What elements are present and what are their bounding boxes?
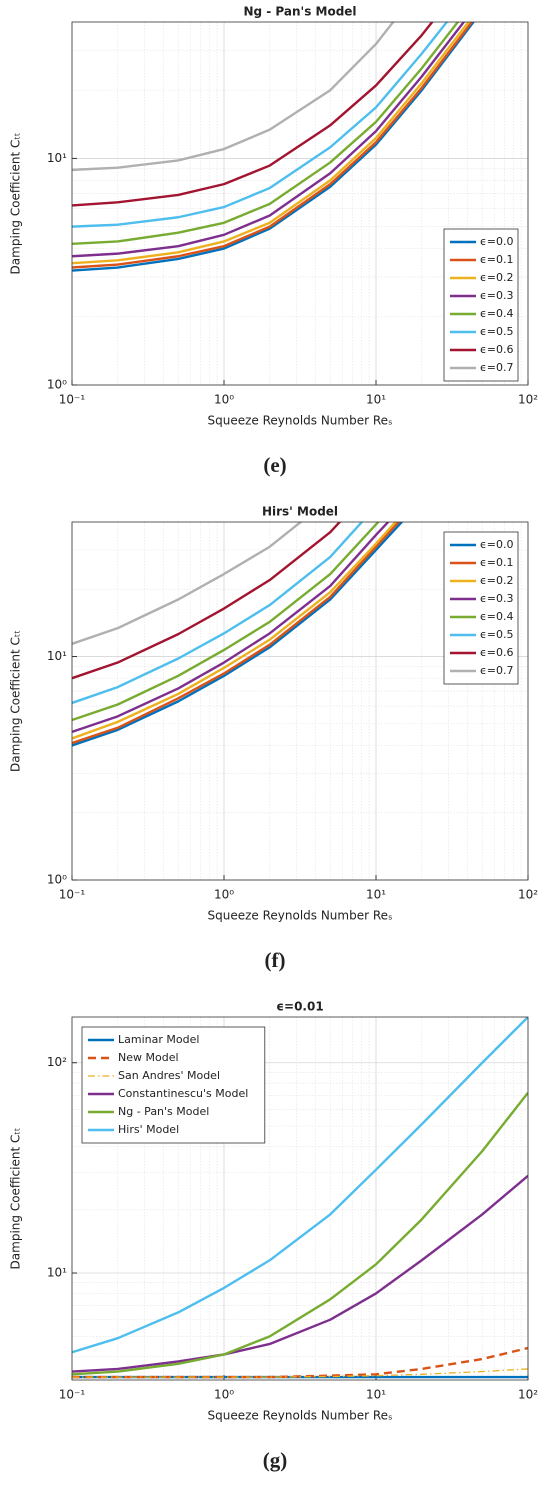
series-line — [72, 522, 390, 734]
x-tick-label: 10² — [518, 393, 538, 407]
chart-title: ϵ=0.01 — [276, 1000, 323, 1014]
x-tick-label: 10¹ — [366, 1388, 386, 1402]
legend-label: ϵ=0.7 — [480, 664, 513, 677]
axes-box — [71, 521, 529, 881]
x-axis-label: Squeeze Reynolds Number Reₛ — [207, 909, 392, 923]
legend-label: ϵ=0.1 — [480, 253, 513, 266]
axes-box — [71, 21, 529, 386]
legend-label: New Model — [118, 1051, 179, 1064]
chart-title: Ng - Pan's Model — [243, 5, 356, 19]
y-axis-label: Damping Coefficient Cₜₜ — [9, 1128, 23, 1270]
caption: (f) — [265, 948, 286, 972]
series-line — [72, 522, 364, 705]
legend-label: ϵ=0.4 — [480, 610, 513, 623]
series-line — [72, 1368, 528, 1378]
series-line — [72, 22, 466, 258]
legend-label: ϵ=0.0 — [480, 235, 513, 248]
chart: ϵ=0.01 10⁻¹ 10⁰ 10¹ 10² 10¹ 10² Laminar Model Ne… — [9, 1000, 539, 1472]
y-tick-label: 10¹ — [47, 1266, 67, 1280]
x-tick-label: 10² — [518, 1388, 538, 1402]
series-line — [72, 22, 449, 228]
legend-label: ϵ=0.7 — [480, 361, 513, 374]
x-tick-label: 10⁻¹ — [59, 888, 86, 902]
series-line — [72, 22, 395, 172]
caption: (e) — [263, 453, 286, 477]
legend-label: ϵ=0.6 — [480, 646, 513, 659]
x-tick-label: 10⁰ — [214, 888, 234, 902]
series-group — [72, 22, 475, 272]
x-axis-label: Squeeze Reynolds Number Reₛ — [207, 1409, 392, 1423]
legend-label: ϵ=0.2 — [480, 271, 513, 284]
legend-label: Laminar Model — [118, 1033, 199, 1046]
legend-label: San Andres' Model — [118, 1069, 220, 1082]
series-group — [72, 522, 404, 747]
series-line — [72, 1091, 528, 1376]
x-tick-label: 10⁰ — [214, 1388, 234, 1402]
series-line — [72, 1174, 528, 1373]
series-line — [72, 22, 475, 272]
legend-label: ϵ=0.2 — [480, 574, 513, 587]
series-line — [72, 522, 398, 740]
series-line — [72, 522, 303, 645]
legend-box — [443, 228, 519, 382]
y-tick-label: 10⁰ — [47, 378, 67, 392]
legend-label: ϵ=0.5 — [480, 628, 513, 641]
y-axis-label: Damping Coefficient Cₜₜ — [9, 133, 23, 275]
legend-box — [81, 1026, 266, 1144]
series-line — [72, 1017, 528, 1354]
y-tick-label: 10¹ — [47, 151, 67, 165]
legend-label: ϵ=0.1 — [480, 556, 513, 569]
x-tick-label: 10⁰ — [214, 393, 234, 407]
y-axis-label: Damping Coefficient Cₜₜ — [9, 630, 23, 772]
x-tick-label: 10² — [518, 888, 538, 902]
legend-label: ϵ=0.0 — [480, 538, 513, 551]
y-tick-label: 10⁰ — [47, 873, 67, 887]
series-line — [72, 522, 342, 680]
legend-label: Ng - Pan's Model — [118, 1105, 209, 1118]
series-line — [72, 522, 404, 747]
legend-label: ϵ=0.3 — [480, 289, 513, 302]
series-line — [72, 22, 471, 265]
legend-label: ϵ=0.6 — [480, 343, 513, 356]
series-line — [72, 522, 401, 745]
caption: (g) — [263, 1448, 288, 1472]
series-line — [72, 22, 474, 269]
x-axis-label: Squeeze Reynolds Number Reₛ — [207, 414, 392, 428]
legend-label: ϵ=0.3 — [480, 592, 513, 605]
legend-label: Hirs' Model — [118, 1123, 179, 1136]
series-line — [72, 22, 434, 207]
series-group — [72, 1017, 528, 1379]
legend-label: ϵ=0.4 — [480, 307, 513, 320]
axes-box — [71, 1016, 529, 1381]
series-line — [72, 522, 380, 722]
legend-label: ϵ=0.5 — [480, 325, 513, 338]
series-line — [72, 22, 460, 245]
chart-title: Hirs' Model — [262, 505, 338, 519]
x-tick-label: 10⁻¹ — [59, 1388, 86, 1402]
y-tick-label: 10¹ — [47, 649, 67, 663]
x-tick-label: 10¹ — [366, 888, 386, 902]
legend-box — [443, 531, 519, 685]
y-tick-label: 10² — [47, 1055, 67, 1069]
legend-label: Constantinescu's Model — [118, 1087, 248, 1100]
x-tick-label: 10¹ — [366, 393, 386, 407]
x-tick-label: 10⁻¹ — [59, 393, 86, 407]
